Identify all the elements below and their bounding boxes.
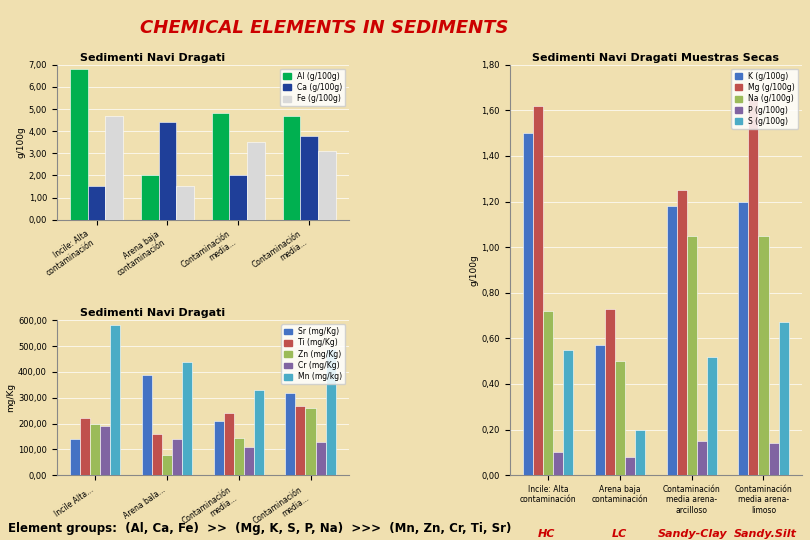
Bar xyxy=(254,390,264,475)
Bar xyxy=(707,356,717,475)
Bar xyxy=(159,123,177,220)
Bar xyxy=(758,236,769,475)
Bar xyxy=(687,236,697,475)
Bar xyxy=(563,350,573,475)
Bar xyxy=(177,186,194,220)
Bar xyxy=(70,69,87,220)
Text: Sandy-Clay: Sandy-Clay xyxy=(658,529,727,539)
Title: Sedimenti Navi Dragati Muestras Secas: Sedimenti Navi Dragati Muestras Secas xyxy=(532,52,779,63)
Text: Sandy.Silt: Sandy.Silt xyxy=(734,529,797,539)
Bar xyxy=(667,206,676,475)
Bar xyxy=(105,116,123,220)
Legend: K (g/100g), Mg (g/100g), Na (g/100g), P (g/100g), S (g/100g): K (g/100g), Mg (g/100g), Na (g/100g), P … xyxy=(731,69,798,129)
Bar xyxy=(142,375,151,475)
Bar xyxy=(90,423,100,475)
Bar xyxy=(214,421,224,475)
Bar xyxy=(296,406,305,475)
Bar xyxy=(676,190,687,475)
Bar xyxy=(182,362,192,475)
Bar xyxy=(605,309,615,475)
Bar xyxy=(778,322,789,475)
Bar xyxy=(769,443,778,475)
Bar xyxy=(625,457,635,475)
Legend: Al (g/100g), Ca (g/100g), Fe (g/100g): Al (g/100g), Ca (g/100g), Fe (g/100g) xyxy=(280,69,345,106)
Bar xyxy=(523,133,533,475)
Bar xyxy=(533,106,543,475)
Bar xyxy=(224,413,234,475)
Text: Element groups:  (Al, Ca, Fe)  >>  (Mg, K, S, P, Na)  >>>  (Mn, Zn, Cr, Ti, Sr): Element groups: (Al, Ca, Fe) >> (Mg, K, … xyxy=(8,522,511,535)
Bar xyxy=(635,430,645,475)
Bar xyxy=(172,439,182,475)
Bar xyxy=(100,426,110,475)
Text: HC: HC xyxy=(538,529,555,539)
Bar xyxy=(748,99,758,475)
Bar xyxy=(305,408,316,475)
Bar xyxy=(229,176,247,220)
Bar xyxy=(162,455,172,475)
Bar xyxy=(234,438,244,475)
Bar xyxy=(283,116,301,220)
Bar xyxy=(553,453,563,475)
Bar xyxy=(543,311,553,475)
Bar xyxy=(87,186,105,220)
Bar xyxy=(697,441,707,475)
Y-axis label: mg/Kg: mg/Kg xyxy=(6,383,15,413)
Bar xyxy=(141,176,159,220)
Bar xyxy=(151,434,162,475)
Bar xyxy=(301,136,318,220)
Text: CHEMICAL ELEMENTS IN SEDIMENTS: CHEMICAL ELEMENTS IN SEDIMENTS xyxy=(140,19,508,37)
Bar xyxy=(326,349,335,475)
Bar xyxy=(615,361,625,475)
Bar xyxy=(318,151,335,220)
Legend: Sr (mg/Kg), Ti (mg/Kg), Zn (mg/Kg), Cr (mg/Kg), Mn (mg/kg): Sr (mg/Kg), Ti (mg/Kg), Zn (mg/Kg), Cr (… xyxy=(281,324,345,384)
Bar xyxy=(316,442,326,475)
Bar xyxy=(70,439,80,475)
Bar xyxy=(211,113,229,220)
Bar xyxy=(285,393,296,475)
Bar xyxy=(739,201,748,475)
Text: Sedimenti Navi Dragati: Sedimenti Navi Dragati xyxy=(80,52,225,63)
Bar xyxy=(244,447,254,475)
Text: LC: LC xyxy=(612,529,627,539)
Bar xyxy=(110,326,120,475)
Y-axis label: g/100g: g/100g xyxy=(470,254,479,286)
Bar xyxy=(595,345,605,475)
Y-axis label: g/100g: g/100g xyxy=(17,126,26,158)
Bar xyxy=(80,418,90,475)
Bar xyxy=(247,142,265,220)
Text: Sedimenti Navi Dragati: Sedimenti Navi Dragati xyxy=(80,308,225,318)
